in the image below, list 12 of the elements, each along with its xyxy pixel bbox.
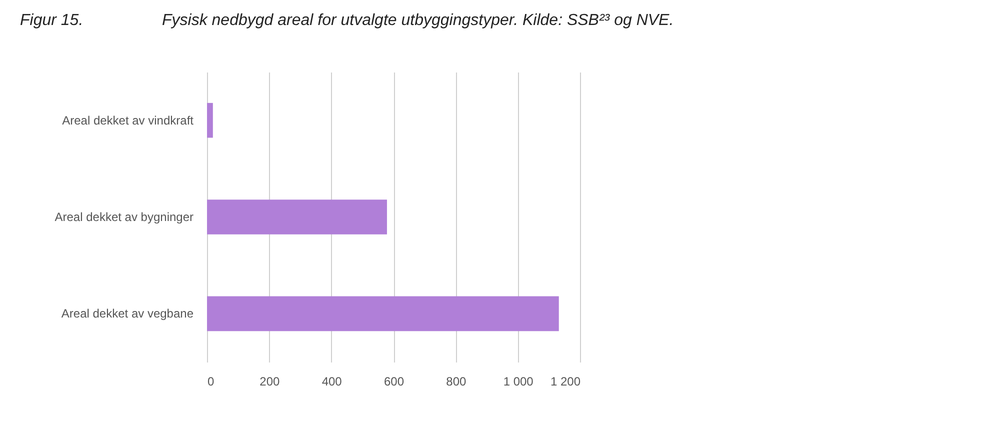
y-tick-label: Areal dekket av vindkraft: [62, 113, 194, 128]
x-tick-label: 400: [322, 374, 342, 388]
y-tick-label: Areal dekket av vegbane: [61, 306, 194, 321]
text: Figur 15.: [20, 12, 84, 30]
x-tick-label: 0: [208, 374, 214, 388]
y-tick-label: Areal dekket av bygninger: [54, 210, 194, 224]
x-tick-label: 1 000: [503, 374, 534, 388]
chart-title: Fysisk nedbygd areal for utvalgte utbyggingstyper. Kilde: SSB²³ og NVE.: [162, 12, 674, 30]
x-tick-label: 1 200: [550, 374, 581, 388]
x-tick-label: 600: [384, 374, 404, 388]
x-tick-label: 800: [446, 374, 466, 388]
x-tick-label: 200: [260, 374, 280, 388]
